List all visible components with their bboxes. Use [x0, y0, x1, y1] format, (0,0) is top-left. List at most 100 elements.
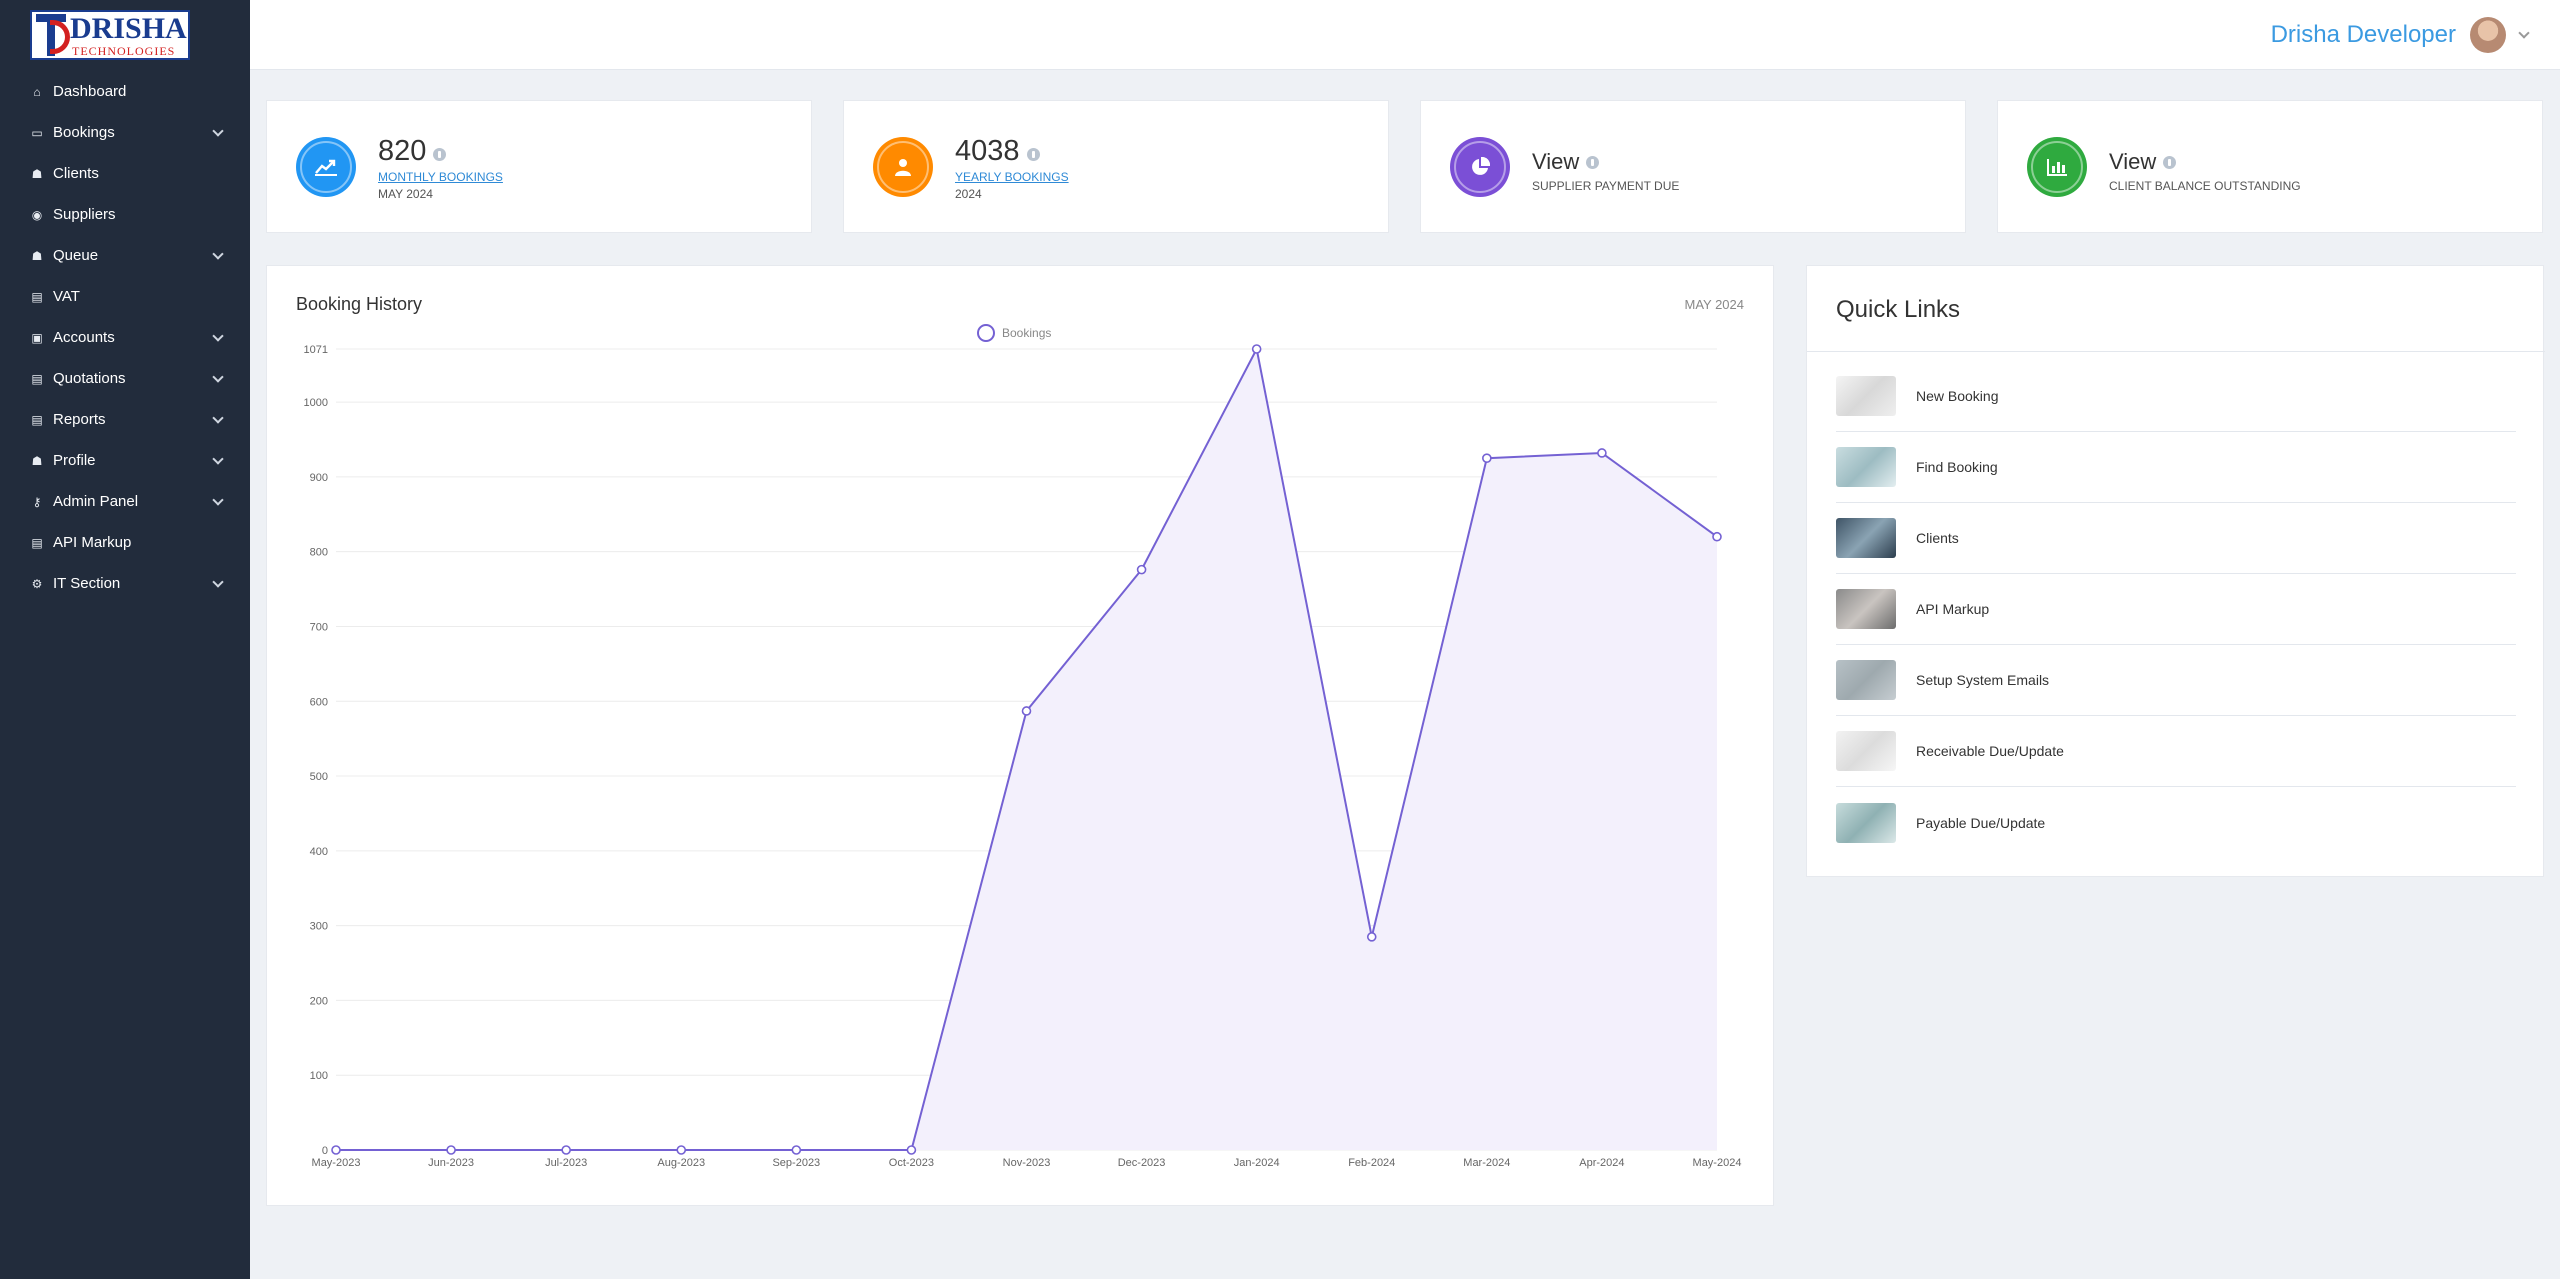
sidebar-item-vat[interactable]: ▤ VAT — [0, 276, 250, 317]
info-icon[interactable] — [1586, 155, 1600, 169]
info-icon[interactable] — [433, 148, 447, 161]
chevron-down-icon[interactable] — [212, 329, 224, 342]
data-point — [446, 1145, 456, 1155]
chevron-down-icon[interactable] — [212, 493, 224, 506]
chevron-down-icon[interactable] — [212, 452, 224, 465]
quick-link-label[interactable]: Payable Due/Update — [1916, 814, 2046, 831]
sidebar-item-api-markup[interactable]: ▤ API Markup — [0, 522, 250, 563]
sidebar-item-label: Accounts — [53, 329, 115, 346]
x-tick-label: Jan-2024 — [1234, 1157, 1280, 1169]
cogs-icon: ⚙ — [31, 576, 43, 591]
user-icon — [873, 137, 933, 197]
quick-link-thumbnail[interactable] — [1836, 518, 1896, 558]
logo-mark-icon — [36, 14, 70, 56]
quick-link-thumbnail[interactable] — [1836, 731, 1896, 771]
quick-link-thumbnail[interactable] — [1836, 376, 1896, 416]
data-point — [1021, 706, 1032, 716]
avatar[interactable] — [2470, 17, 2506, 53]
info-icon[interactable] — [1026, 148, 1040, 161]
pie-chart-icon — [1450, 137, 1510, 197]
y-tick-label: 0 — [322, 1145, 328, 1157]
file-icon: ▤ — [31, 289, 43, 304]
info-icon[interactable] — [2163, 155, 2177, 169]
stat-card-monthly-bookings: 820 MONTHLY BOOKINGS MAY 2024 — [266, 100, 812, 233]
y-tick-label: 800 — [310, 547, 328, 559]
monthly-bookings-link[interactable]: MONTHLY BOOKINGS — [378, 170, 503, 184]
quick-link-new-booking[interactable]: New Booking — [1836, 361, 2516, 432]
data-point — [1712, 531, 1722, 542]
chevron-down-icon[interactable] — [212, 370, 224, 383]
sidebar-item-suppliers[interactable]: ◉ Suppliers — [0, 194, 250, 235]
sidebar-item-admin-panel[interactable]: ⚷ Admin Panel — [0, 481, 250, 522]
quick-link-thumbnail[interactable] — [1836, 589, 1896, 629]
x-tick-label: May-2023 — [312, 1157, 361, 1169]
data-point — [791, 1145, 802, 1155]
logo-word: DRISHA — [70, 12, 187, 45]
x-tick-label: Dec-2023 — [1118, 1157, 1166, 1169]
client-balance-label: CLIENT BALANCE OUTSTANDING — [2109, 179, 2301, 193]
chevron-down-icon[interactable] — [212, 411, 224, 424]
quick-link-label[interactable]: API Markup — [1916, 601, 1990, 617]
client-balance-view[interactable]: View — [2109, 149, 2177, 175]
sidebar-item-label: Reports — [53, 411, 106, 428]
quick-link-thumbnail[interactable] — [1836, 660, 1896, 700]
sidebar-item-queue[interactable]: ☗ Queue — [0, 235, 250, 276]
quick-link-label[interactable]: New Booking — [1916, 388, 1999, 404]
sidebar-item-label: Suppliers — [53, 206, 116, 223]
quick-link-label[interactable]: Find Booking — [1916, 459, 1998, 475]
chevron-down-icon[interactable] — [212, 575, 224, 588]
legend-marker — [977, 324, 995, 342]
yearly-bookings-link[interactable]: YEARLY BOOKINGS — [955, 170, 1069, 184]
company-logo[interactable]: DRISHA TECHNOLOGIES — [30, 10, 190, 60]
yearly-bookings-value: 4038 — [955, 135, 1040, 168]
quick-link-label[interactable]: Setup System Emails — [1916, 672, 2050, 688]
quick-link-api-markup[interactable]: API Markup — [1836, 574, 2516, 645]
quick-link-receivable-due-update[interactable]: Receivable Due/Update — [1836, 716, 2516, 787]
quick-link-clients[interactable]: Clients — [1836, 503, 2516, 574]
quick-link-thumbnail[interactable] — [1836, 802, 1896, 843]
quick-link-payable-due-update[interactable]: Payable Due/Update — [1836, 787, 2516, 858]
sidebar-nav: ⌂ Dashboard ▭ Bookings ☗ Clients ◉ Suppliers ☗ Qu… — [0, 71, 250, 604]
chevron-down-icon[interactable] — [212, 124, 224, 137]
y-tick-label: 400 — [310, 846, 328, 858]
sidebar-item-accounts[interactable]: ▣ Accounts — [0, 317, 250, 358]
keyboard-icon: ▭ — [31, 125, 43, 140]
x-tick-label: Aug-2023 — [657, 1157, 705, 1169]
quick-link-find-booking[interactable]: Find Booking — [1836, 432, 2516, 503]
sidebar-item-label: Bookings — [53, 124, 115, 141]
money-icon: ▣ — [31, 330, 43, 345]
quick-link-setup-system-emails[interactable]: Setup System Emails — [1836, 645, 2516, 716]
supplier-payment-view[interactable]: View — [1532, 149, 1600, 175]
chevron-down-icon[interactable] — [212, 247, 224, 260]
user-menu[interactable]: Drisha Developer — [2270, 17, 2530, 53]
y-tick-label: 1000 — [304, 397, 328, 409]
data-point — [1136, 564, 1147, 575]
file-icon: ▤ — [31, 535, 43, 550]
quick-link-label[interactable]: Clients — [1916, 530, 1959, 546]
data-point — [331, 1145, 341, 1155]
data-point — [1251, 344, 1262, 354]
user-icon: ☗ — [31, 453, 43, 468]
sidebar-item-clients[interactable]: ☗ Clients — [0, 153, 250, 194]
sidebar-item-dashboard[interactable]: ⌂ Dashboard — [0, 71, 250, 112]
sidebar-item-it-section[interactable]: ⚙ IT Section — [0, 563, 250, 604]
home-icon: ⌂ — [33, 84, 41, 99]
sidebar-item-label: Clients — [53, 165, 99, 182]
sidebar-item-reports[interactable]: ▤ Reports — [0, 399, 250, 440]
sidebar-item-label: Queue — [53, 247, 99, 264]
quick-link-label[interactable]: Receivable Due/Update — [1916, 743, 2064, 759]
sidebar-item-quotations[interactable]: ▤ Quotations — [0, 358, 250, 399]
sidebar: DRISHA TECHNOLOGIES ⌂ Dashboard ▭ Bookings ☗… — [0, 0, 250, 1279]
bar-chart-icon — [2027, 137, 2087, 197]
user-name[interactable]: Drisha Developer — [2270, 21, 2456, 48]
sidebar-item-bookings[interactable]: ▭ Bookings — [0, 112, 250, 153]
data-point — [561, 1145, 571, 1155]
sidebar-item-profile[interactable]: ☗ Profile — [0, 440, 250, 481]
key-icon: ⚷ — [32, 494, 42, 509]
quick-link-thumbnail[interactable] — [1836, 447, 1896, 487]
y-tick-label: 600 — [310, 696, 328, 708]
monthly-bookings-period: MAY 2024 — [378, 187, 433, 201]
chevron-down-icon[interactable] — [2518, 27, 2530, 39]
stat-card-client-balance: View CLIENT BALANCE OUTSTANDING — [1997, 100, 2543, 233]
data-point — [676, 1145, 687, 1155]
